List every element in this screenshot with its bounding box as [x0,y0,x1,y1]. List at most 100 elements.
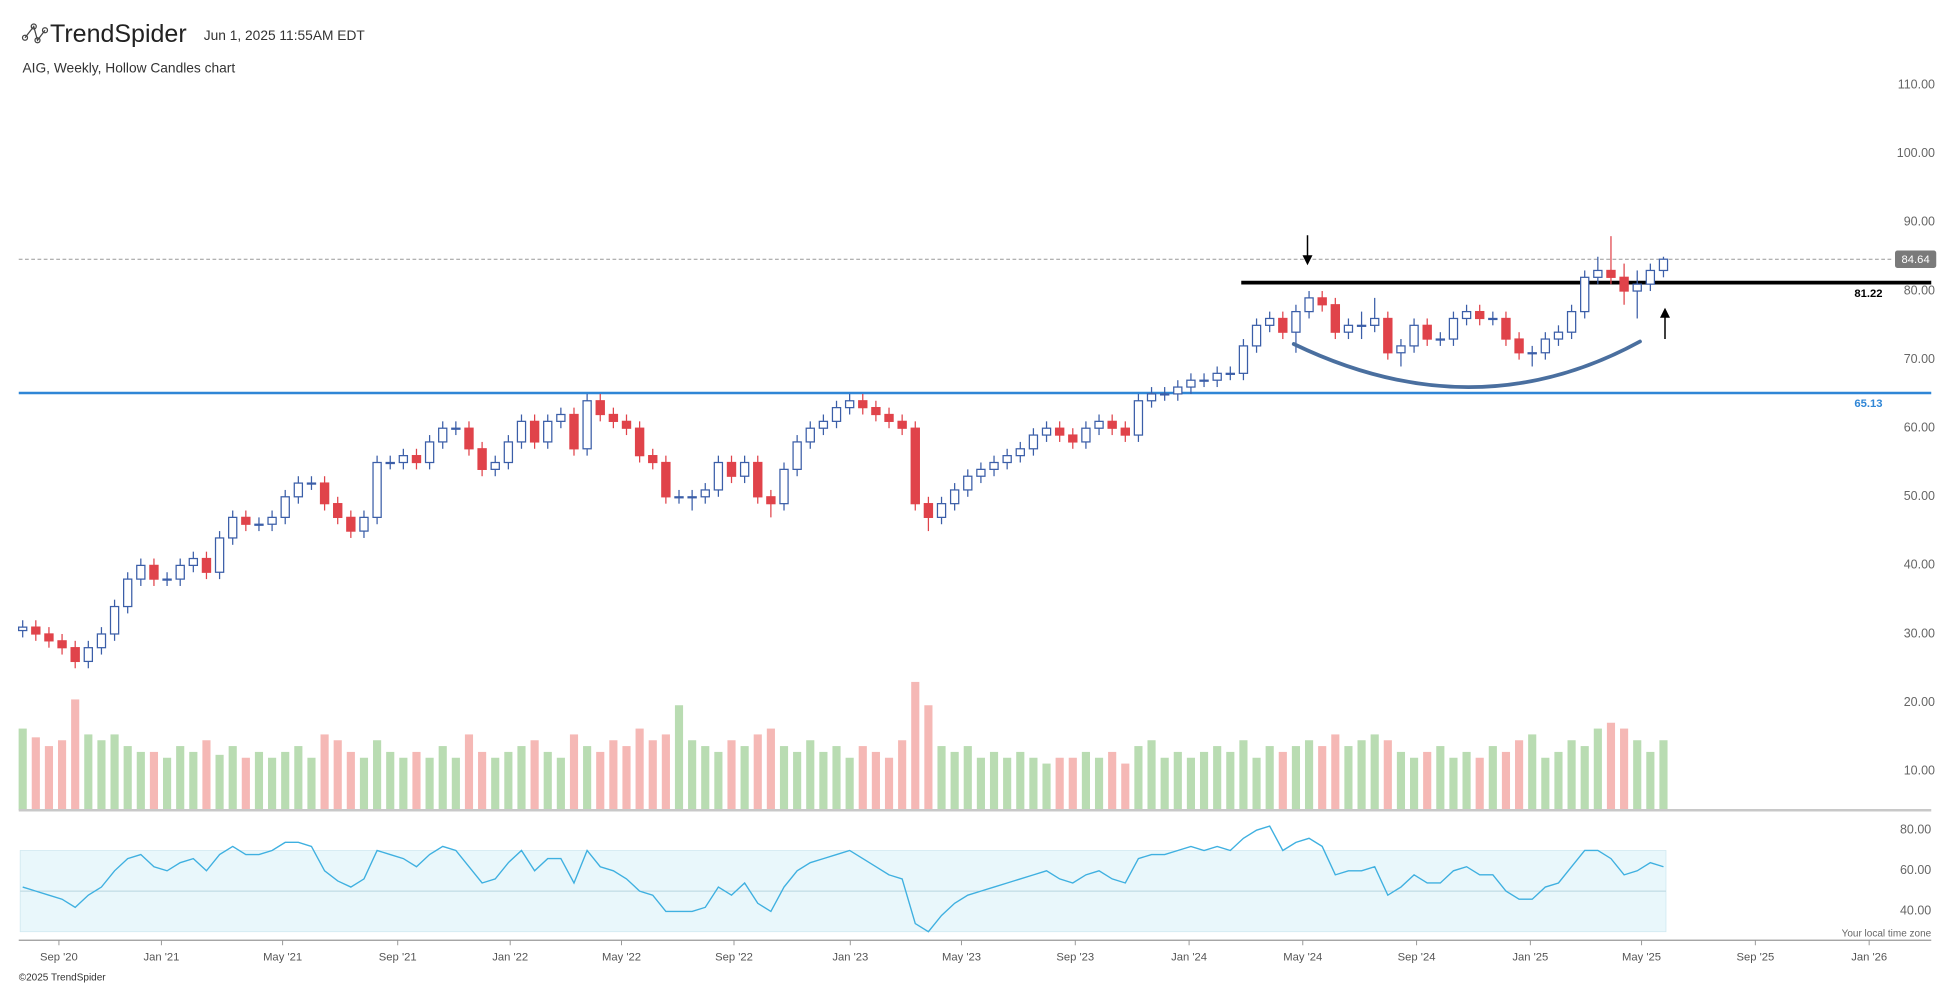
candle-body [634,427,645,457]
volume-bar [1541,757,1550,811]
candle-body [1251,324,1262,347]
candle-body [1068,434,1078,443]
volume-bar [57,740,67,811]
candle-body [661,461,671,498]
x-tick-label: Jan '22 [492,952,528,964]
y-tick-label: 100.00 [1897,146,1935,160]
volume-bar [543,751,552,811]
x-tick-label: Sep '25 [1736,952,1774,964]
volume-bar [333,740,342,811]
volume-bar [937,746,946,811]
x-tick-label: May '24 [1283,952,1322,964]
volume-bar [1081,751,1090,811]
candle-body [267,516,277,525]
candle-body [923,503,934,518]
candle-body [871,407,881,416]
candle-body [700,489,710,498]
y-tick-label: 70.00 [1904,352,1935,366]
candle-body [1054,427,1065,436]
volume-bar [530,740,539,811]
candle-body [162,578,172,581]
candle-body [1015,448,1025,457]
volume-bar [1252,757,1261,811]
candle-body [149,564,159,580]
candle-body [1264,317,1275,326]
volume-bar [320,734,329,811]
volume-bar [202,740,211,811]
volume-bar [425,757,434,811]
candle-body [1225,372,1236,375]
candle-body [109,605,120,635]
candle-body [976,468,986,477]
volume-bar [1239,740,1248,811]
arrow-up [1660,307,1670,339]
volume-bar [1160,757,1169,811]
volume-bar [556,757,565,811]
candle-body [1041,427,1052,436]
volume-bar [1436,746,1445,811]
candle-body [1120,427,1130,436]
volume-bar [110,734,119,811]
volume-bar [871,751,880,811]
volume-bar [504,751,513,811]
y-tick-label: 10.00 [1904,763,1935,777]
volume-bar [1370,734,1379,811]
candle-body [293,482,304,498]
y-tick-label: 40.00 [1904,558,1935,572]
volume-bar [1108,751,1117,811]
candle-body [280,496,290,518]
volume-bar [1199,751,1209,811]
y-tick-label: 50.00 [1904,489,1935,503]
volume-bar [714,751,723,811]
x-tick-label: Jan '24 [1171,952,1207,964]
volume-bar [583,746,592,811]
candle-body [359,516,369,532]
candle-body [674,496,684,499]
candle-body [241,516,251,525]
volume-bar [1475,757,1484,811]
candle-body [884,413,894,422]
volume-bar [884,757,894,811]
volume-bar [281,751,290,811]
volume-bar [71,699,80,811]
candle-body [1632,283,1642,292]
volume-bar [622,746,631,811]
volume-bar [1094,757,1104,811]
candle-body [1199,379,1209,382]
y-tick-label: 80.00 [1904,283,1935,297]
volume-bar [858,746,867,811]
volume-bar [1042,763,1051,811]
volume-bar [254,751,264,811]
candle-body [385,461,395,465]
candle-body [464,427,474,450]
candle-body [1278,317,1288,333]
candle-body [1448,317,1459,340]
candle-body [1212,372,1222,381]
candle-body [17,626,28,632]
volume-bar [845,757,854,811]
volume-bar [911,681,920,811]
arrow-down [1302,235,1313,266]
candle-body [188,557,199,567]
volume-bar [1554,751,1563,811]
volume-bar [123,746,132,811]
candle-body [910,427,920,505]
candle-body [1330,304,1341,333]
candle-body [844,400,855,409]
candle-body [1107,420,1117,429]
y-tick-label: 30.00 [1904,626,1935,640]
candle-body [569,413,579,450]
volume-bar [1620,728,1629,811]
cup-arc [1291,339,1642,389]
volume-bar [149,751,159,811]
candle-body [648,455,658,464]
volume-bar [1278,751,1287,811]
volume-bar [517,746,526,811]
volume-bar [950,751,959,811]
volume-bar [163,757,172,811]
candle-body [214,537,225,573]
volume-bar [1055,757,1064,811]
candle-body [1094,420,1104,429]
volume-bar [1488,746,1497,811]
candle-body [1186,379,1196,388]
